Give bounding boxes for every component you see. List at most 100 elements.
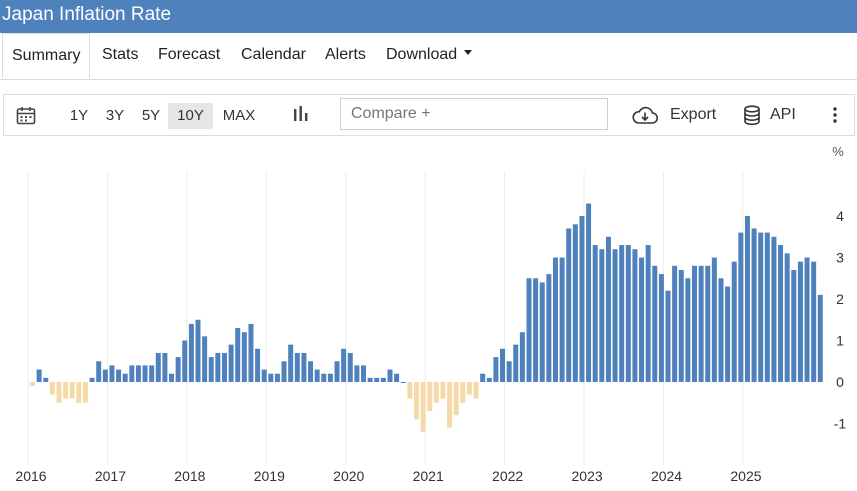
bar[interactable] [678, 269, 684, 382]
bar[interactable] [758, 232, 764, 382]
bar[interactable] [672, 265, 678, 382]
bar[interactable] [400, 382, 406, 383]
bar[interactable] [149, 365, 155, 382]
bar[interactable] [711, 257, 717, 383]
bar[interactable] [533, 278, 539, 382]
bar[interactable] [546, 274, 552, 382]
bar[interactable] [235, 328, 241, 382]
bar[interactable] [579, 216, 585, 382]
bar[interactable] [453, 382, 459, 416]
bar[interactable] [261, 369, 267, 382]
bar[interactable] [592, 245, 598, 382]
bar[interactable] [215, 352, 221, 382]
bar[interactable] [658, 274, 664, 382]
bar[interactable] [619, 245, 625, 382]
bar[interactable] [321, 373, 327, 382]
bar[interactable] [725, 286, 731, 382]
bar[interactable] [347, 352, 353, 382]
bar[interactable] [49, 382, 55, 395]
bar[interactable] [407, 382, 413, 399]
bar[interactable] [202, 336, 208, 382]
bar[interactable] [705, 265, 711, 382]
bar[interactable] [294, 352, 300, 382]
range-max-button[interactable]: MAX [222, 107, 256, 124]
bar[interactable] [96, 361, 102, 382]
bar[interactable] [341, 348, 347, 382]
bar[interactable] [63, 382, 69, 399]
bar[interactable] [572, 224, 578, 382]
bar[interactable] [506, 361, 512, 382]
bar[interactable] [645, 245, 651, 382]
bar[interactable] [89, 377, 95, 382]
tab-forecast[interactable]: Forecast [158, 46, 221, 63]
bar[interactable] [354, 365, 360, 382]
bar[interactable] [314, 369, 320, 382]
bar[interactable] [228, 344, 234, 382]
bar[interactable] [380, 377, 386, 382]
bar[interactable] [109, 365, 115, 382]
bar[interactable] [513, 344, 519, 382]
bar[interactable] [639, 257, 645, 383]
tab-stats[interactable]: Stats [102, 46, 139, 63]
bar[interactable] [122, 373, 128, 382]
range-10y-button[interactable]: 10Y [168, 103, 213, 129]
bar[interactable] [625, 245, 631, 382]
bar[interactable] [652, 265, 658, 382]
range-3y-button[interactable]: 3Y [105, 107, 125, 124]
bar[interactable] [460, 382, 466, 403]
bar[interactable] [367, 377, 373, 382]
bar[interactable] [169, 373, 175, 382]
bar[interactable] [559, 257, 565, 383]
tab-summary[interactable]: Summary [2, 33, 91, 78]
bar[interactable] [665, 290, 671, 382]
bar[interactable] [466, 382, 472, 395]
bar[interactable] [76, 382, 82, 403]
bar[interactable] [791, 269, 797, 382]
bar[interactable] [288, 344, 294, 382]
bar[interactable] [539, 282, 545, 382]
bar[interactable] [751, 228, 757, 382]
bar[interactable] [427, 382, 433, 412]
bar[interactable] [241, 332, 247, 382]
bar[interactable] [804, 257, 810, 383]
bar[interactable] [447, 382, 453, 428]
bar[interactable] [308, 361, 314, 382]
bar[interactable] [473, 382, 479, 399]
range-1y-button[interactable]: 1Y [69, 107, 89, 124]
bar[interactable] [255, 348, 261, 382]
bar[interactable] [605, 236, 611, 382]
bar[interactable] [361, 365, 366, 382]
bar[interactable] [413, 382, 419, 420]
compare-input[interactable] [340, 98, 608, 130]
bar[interactable] [208, 357, 214, 382]
bar[interactable] [274, 373, 280, 382]
bar[interactable] [82, 382, 88, 403]
bar[interactable] [586, 203, 592, 382]
bar[interactable] [480, 373, 486, 382]
bar[interactable] [778, 245, 784, 382]
tab-download[interactable]: Download [386, 33, 473, 79]
bar[interactable] [817, 294, 823, 382]
bar[interactable] [102, 369, 108, 382]
bar[interactable] [394, 373, 400, 382]
bar[interactable] [744, 216, 750, 382]
bar[interactable] [69, 382, 75, 399]
bar[interactable] [731, 261, 737, 382]
bar[interactable] [374, 377, 380, 382]
bar[interactable] [811, 261, 817, 382]
bar[interactable] [175, 357, 181, 382]
bar[interactable] [30, 382, 35, 387]
bar[interactable] [440, 382, 446, 399]
bar[interactable] [738, 232, 744, 382]
bar[interactable] [116, 369, 122, 382]
bar[interactable] [433, 382, 439, 403]
more-vertical-icon[interactable] [831, 106, 839, 124]
bar[interactable] [182, 340, 188, 383]
tab-calendar[interactable]: Calendar [241, 46, 306, 63]
bar[interactable] [486, 377, 492, 382]
bar[interactable] [718, 278, 724, 382]
api-button[interactable]: API [740, 95, 802, 135]
bar[interactable] [135, 365, 141, 382]
bar[interactable] [142, 365, 148, 382]
bar[interactable] [155, 352, 161, 382]
